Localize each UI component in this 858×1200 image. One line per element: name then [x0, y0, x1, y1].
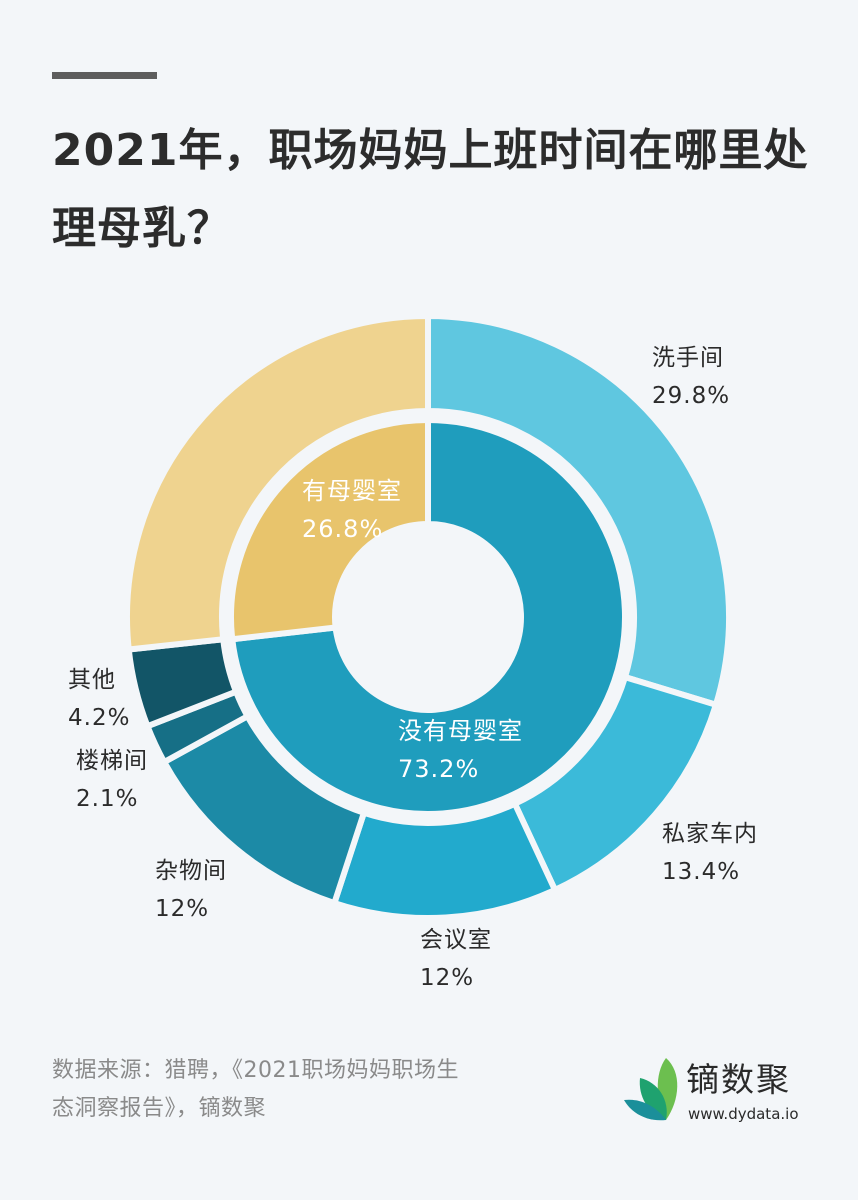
- outer-segment-0: [425, 313, 732, 708]
- dydata-leaf-logo-icon: [624, 1058, 678, 1121]
- outer-segment-6: [124, 313, 431, 653]
- label-name: 有母婴室: [302, 477, 402, 505]
- inner-segment-0: [229, 417, 628, 817]
- logo-wordmark: 镝数聚: [686, 1060, 791, 1099]
- label-value: 4.2%: [68, 705, 131, 731]
- label-value: 12%: [420, 965, 475, 991]
- label-storage-room: 杂物间 12%: [155, 852, 227, 928]
- label-value: 29.8%: [652, 383, 731, 409]
- inner-ring: [228, 417, 628, 817]
- label-stairwell: 楼梯间 2.1%: [76, 742, 148, 818]
- label-value: 73.2%: [398, 755, 480, 783]
- label-has-nursing-room: 有母婴室 26.8%: [302, 472, 402, 548]
- page-title: 2021年，职场妈妈上班时间在哪里处理母乳？: [52, 125, 809, 254]
- outer-segment-2: [331, 800, 558, 921]
- label-name: 没有母婴室: [398, 717, 523, 745]
- label-value: 13.4%: [662, 859, 741, 885]
- label-name: 杂物间: [155, 858, 227, 884]
- label-value: 12%: [155, 896, 210, 922]
- data-source-note: 数据来源：猎聘，《2021职场妈妈职场生 态洞察报告》，镝数聚: [52, 1052, 592, 1128]
- label-meeting-room: 会议室 12%: [420, 921, 492, 997]
- label-other: 其他 4.2%: [68, 661, 130, 737]
- source-line-2: 态洞察报告》，镝数聚: [52, 1096, 267, 1121]
- label-name: 楼梯间: [76, 748, 148, 774]
- label-name: 其他: [68, 667, 116, 693]
- source-line-1: 数据来源：猎聘，《2021职场妈妈职场生: [52, 1058, 459, 1083]
- outer-ring: [124, 313, 732, 921]
- label-private-car: 私家车内 13.4%: [662, 815, 758, 891]
- label-no-nursing-room: 没有母婴室 73.2%: [398, 712, 523, 788]
- label-name: 私家车内: [662, 821, 758, 847]
- inner-segment-1: [228, 417, 431, 643]
- logo-url: www.dydata.io: [688, 1105, 799, 1123]
- label-name: 洗手间: [652, 345, 724, 371]
- label-washroom: 洗手间 29.8%: [652, 339, 730, 415]
- label-name: 会议室: [420, 927, 492, 953]
- label-value: 26.8%: [302, 515, 384, 543]
- title-accent-bar: [52, 72, 157, 79]
- label-value: 2.1%: [76, 786, 139, 812]
